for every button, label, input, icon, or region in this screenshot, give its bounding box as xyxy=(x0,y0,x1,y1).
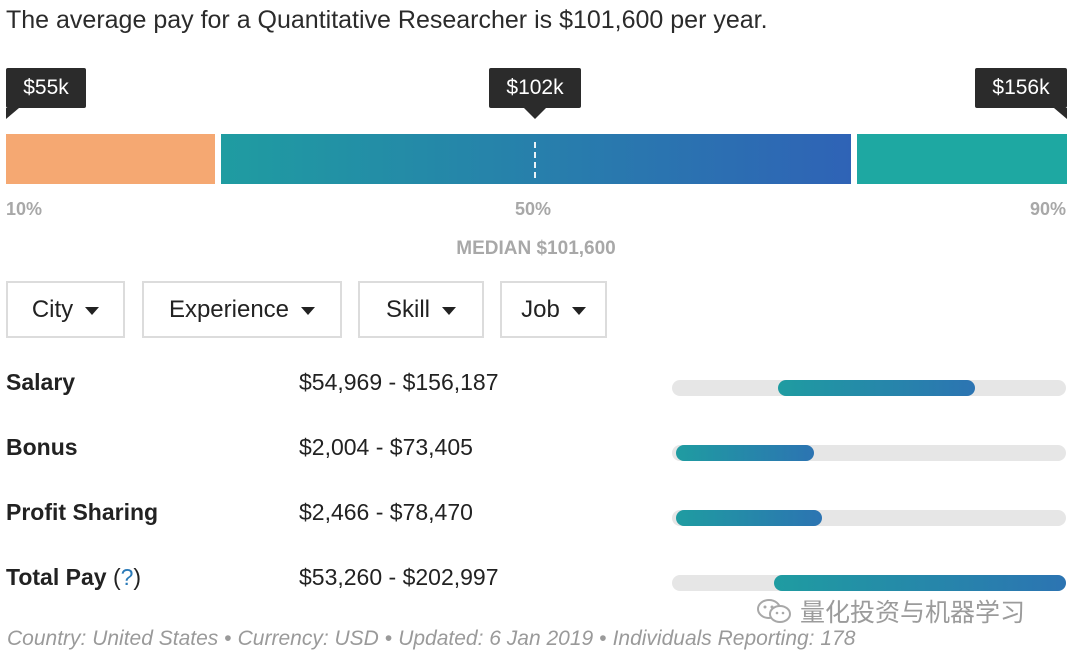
range-fill xyxy=(675,445,814,461)
footer-meta: Country: United States • Currency: USD • Upd… xyxy=(7,627,856,650)
high-percentile-segment xyxy=(857,134,1067,184)
p50-label: 50% xyxy=(515,199,552,219)
p90-label: 90% xyxy=(1029,199,1066,219)
job-filter-label: Job xyxy=(521,295,560,323)
profit-sharing-row: Profit Sharing $2,466 - $78,470 xyxy=(6,499,1066,539)
help-link[interactable]: ? xyxy=(120,564,134,590)
chevron-down-icon xyxy=(442,307,456,315)
experience-filter-label: Experience xyxy=(168,295,290,323)
watermark: 量化投资与机器学习 xyxy=(756,596,1056,627)
p10-tooltip: $55k xyxy=(6,68,86,119)
range-track xyxy=(672,575,1066,591)
footer-country: Country: United States xyxy=(7,627,219,650)
row-label: Total Pay (?) xyxy=(6,564,142,590)
chevron-down-icon xyxy=(85,307,100,315)
city-filter-dropdown[interactable]: City xyxy=(6,281,125,338)
wechat-icon xyxy=(757,599,791,623)
watermark-text: 量化投资与机器学习 xyxy=(800,599,1026,627)
row-range: $2,004 - $73,405 xyxy=(299,434,473,460)
page-title: The average pay for a Quantitative Resea… xyxy=(6,6,768,34)
median-marker xyxy=(534,142,536,178)
middle-percentile-segment xyxy=(221,134,851,184)
p90-tooltip: $156k xyxy=(975,68,1067,119)
range-fill xyxy=(778,380,976,396)
range-fill xyxy=(774,575,1066,591)
skill-filter-label: Skill xyxy=(385,295,430,323)
p10-label: 10% xyxy=(6,199,43,219)
chevron-down-icon xyxy=(571,307,586,315)
pay-distribution-bar xyxy=(6,134,1067,184)
total-pay-label: Total Pay xyxy=(6,564,107,590)
row-range: $2,466 - $78,470 xyxy=(299,499,473,525)
footer-reporting: Individuals Reporting: 178 xyxy=(612,627,856,650)
range-fill xyxy=(675,510,822,526)
footer-updated: Updated: 6 Jan 2019 xyxy=(398,627,594,650)
row-label: Profit Sharing xyxy=(6,499,159,525)
row-range: $53,260 - $202,997 xyxy=(299,564,499,590)
row-range: $54,969 - $156,187 xyxy=(299,369,499,395)
range-track xyxy=(672,380,1066,396)
total-pay-row: Total Pay (?) $53,260 - $202,997 xyxy=(6,564,1066,604)
median-tooltip: $102k xyxy=(489,68,581,119)
row-label: Salary xyxy=(6,369,76,395)
chevron-down-icon xyxy=(301,307,316,315)
row-label: Bonus xyxy=(6,434,78,460)
skill-filter-dropdown[interactable]: Skill xyxy=(358,281,484,338)
bonus-row: Bonus $2,004 - $73,405 xyxy=(6,434,1066,474)
job-filter-dropdown[interactable]: Job xyxy=(500,281,607,338)
low-percentile-segment xyxy=(6,134,215,184)
experience-filter-dropdown[interactable]: Experience xyxy=(142,281,342,338)
salary-row: Salary $54,969 - $156,187 xyxy=(6,369,1066,409)
median-label: MEDIAN $101,600 xyxy=(456,238,616,259)
range-track xyxy=(672,445,1066,461)
range-track xyxy=(672,510,1066,526)
city-filter-label: City xyxy=(31,295,74,323)
footer-currency: Currency: USD xyxy=(237,627,379,650)
